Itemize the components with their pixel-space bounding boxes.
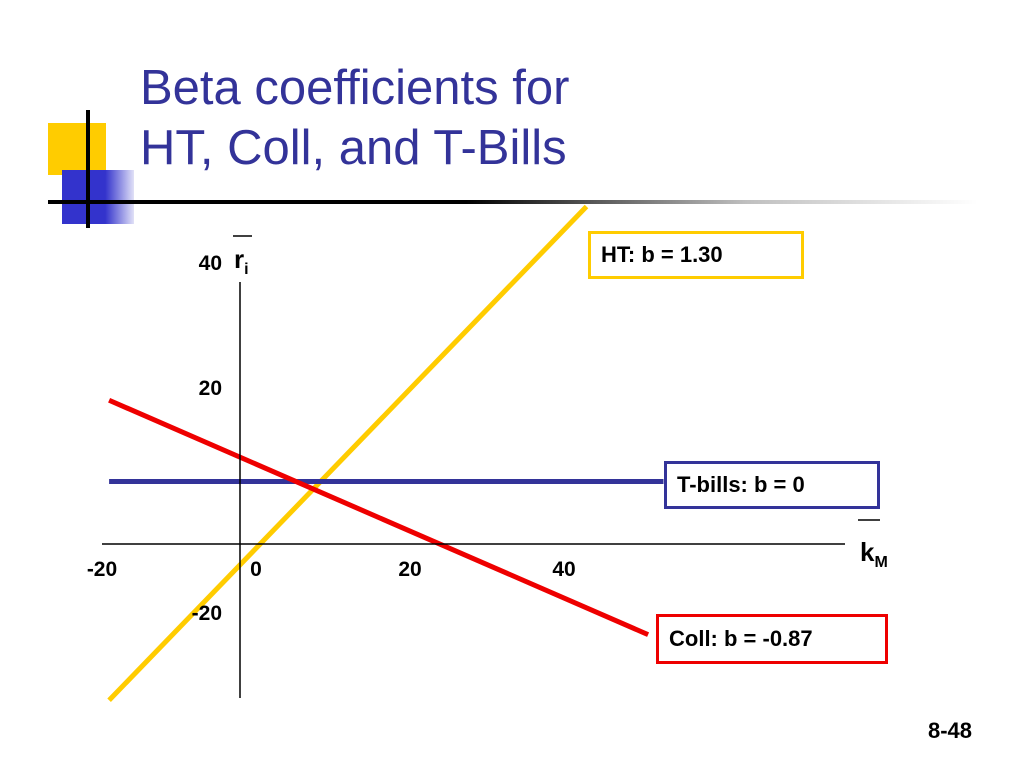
y-label-subscript: i	[244, 261, 248, 278]
y-tick-label: 20	[199, 377, 222, 400]
y-label-main: r	[234, 244, 244, 274]
x-tick-label: 0	[250, 558, 262, 581]
x-axis-label: kM	[860, 537, 888, 571]
series-line-2	[108, 397, 650, 637]
series-lines	[107, 204, 664, 702]
x-tick-label: -20	[87, 558, 117, 581]
tbills-callout: T-bills: b = 0	[664, 461, 880, 509]
ht-callout: HT: b = 1.30	[588, 231, 804, 279]
page-number: 8-48	[927, 718, 972, 743]
tick-labels: -20 0 20 40 40 20 -20	[87, 252, 576, 625]
axis-labels: ri kM	[233, 235, 888, 571]
y-tick-label: 40	[199, 252, 222, 275]
title-underline	[48, 200, 978, 204]
y-axis-label: ri	[234, 244, 249, 278]
yellow-square-decoration	[48, 123, 106, 175]
x-label-main: k	[860, 537, 875, 567]
y-tick-label: -20	[192, 602, 222, 625]
series-line-0	[107, 204, 589, 702]
slide-title: Beta coefficients for HT, Coll, and T-Bi…	[140, 58, 569, 178]
vertical-line-decoration	[86, 110, 90, 228]
x-tick-label: 40	[552, 558, 575, 581]
blue-square-decoration	[62, 170, 134, 224]
coll-callout: Coll: b = -0.87	[656, 614, 888, 664]
x-label-subscript: M	[874, 554, 887, 571]
title-line-2: HT, Coll, and T-Bills	[140, 121, 567, 175]
title-line-1: Beta coefficients for	[140, 61, 570, 115]
x-tick-label: 20	[398, 558, 421, 581]
